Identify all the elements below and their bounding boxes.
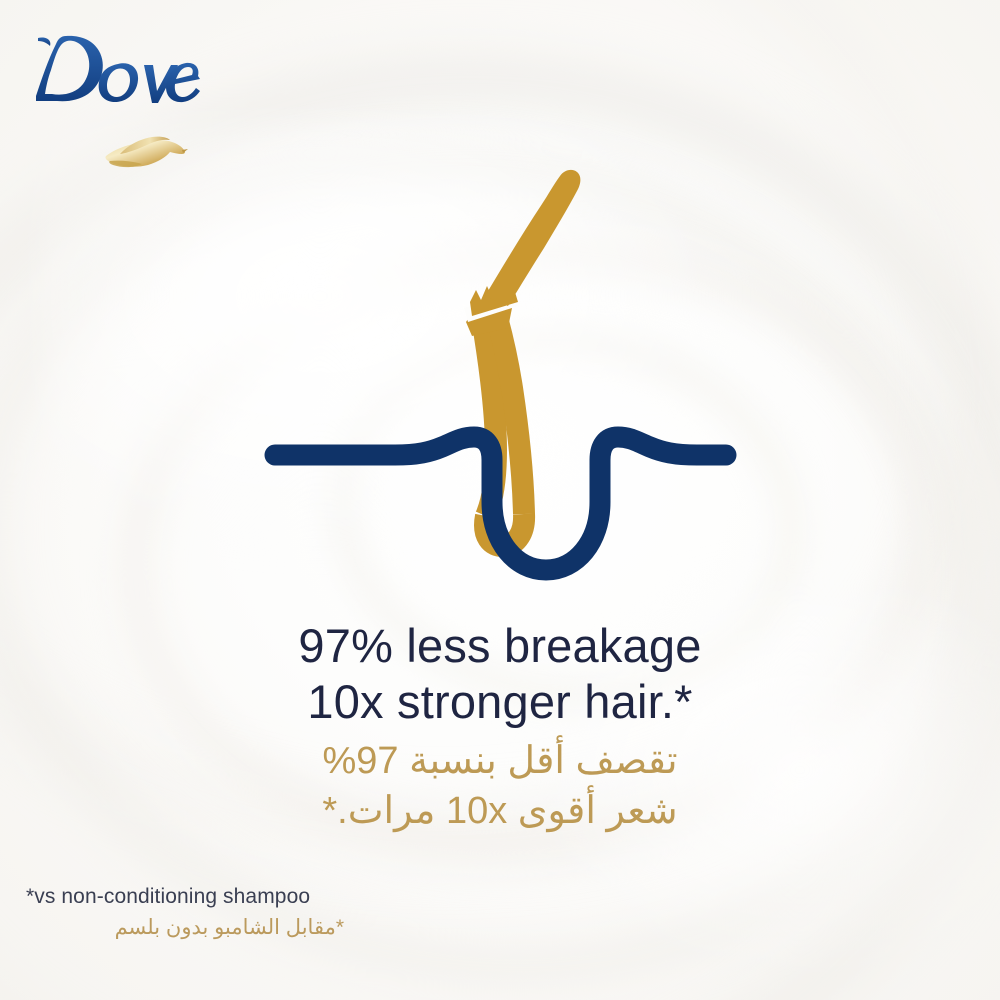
headline-ar-line2: شعر أقوى 10x مرات.* — [322, 790, 678, 832]
hair-strand-upper — [485, 169, 581, 306]
hair-break-lower-jag — [466, 298, 512, 336]
dove-wordmark-icon — [36, 35, 200, 103]
footnote-arabic: *مقابل الشامبو بدون بلسم — [114, 916, 344, 939]
headline-english: 97% less breakage 10x stronger hair.* — [0, 618, 1000, 730]
headline-en-line1: 97% less breakage — [298, 619, 702, 672]
dove-bird-icon — [105, 136, 188, 168]
footnote-english: *vs non-conditioning shampoo — [26, 885, 311, 908]
dove-logo — [22, 30, 232, 168]
footnotes: *vs non-conditioning shampoo *مقابل الشا… — [26, 885, 586, 940]
broken-hair-follicle-illustration — [264, 169, 737, 581]
scalp-follicle-path — [264, 426, 737, 581]
headline-en-line2: 10x stronger hair.* — [307, 675, 693, 728]
headline-ar-line1: تقصف أقل بنسبة 97% — [322, 740, 678, 782]
headline-arabic: تقصف أقل بنسبة 97% شعر أقوى 10x مرات.* — [0, 736, 1000, 836]
